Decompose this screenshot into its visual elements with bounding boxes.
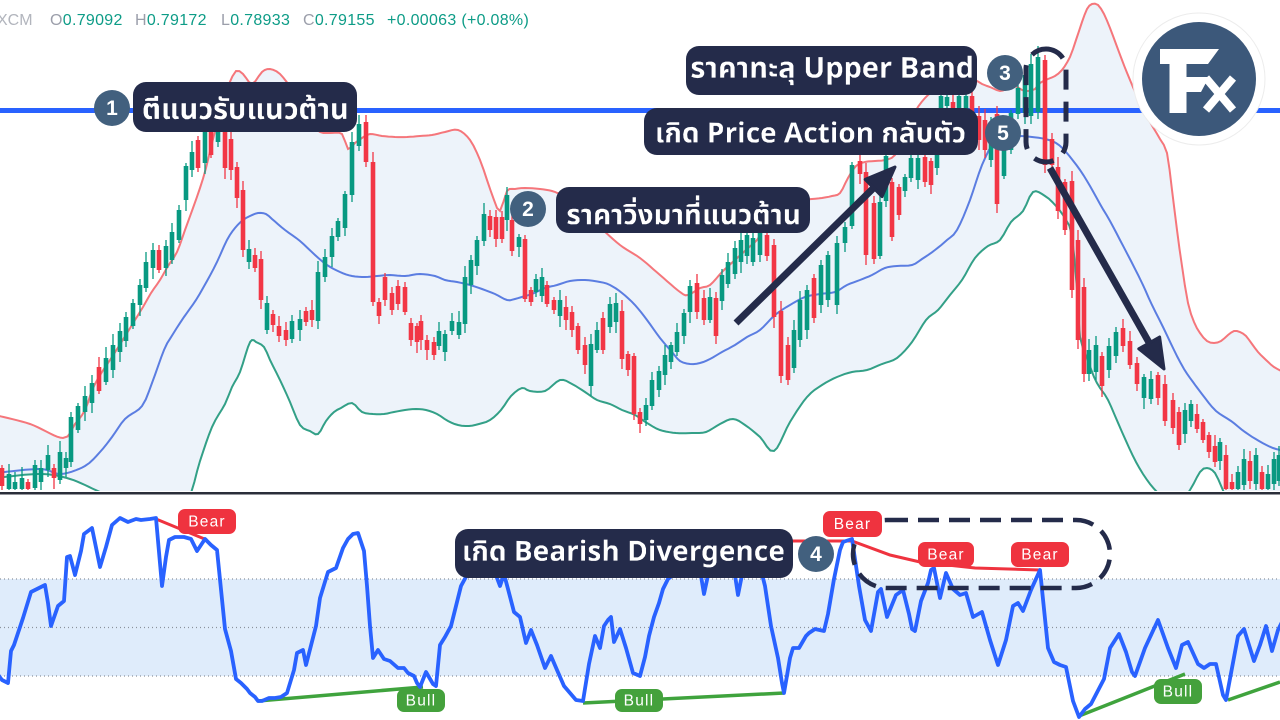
- svg-text:Bull: Bull: [406, 693, 437, 710]
- svg-text:4: 4: [810, 543, 822, 566]
- svg-text:Bear: Bear: [927, 547, 965, 564]
- svg-text:Bear: Bear: [188, 514, 226, 531]
- svg-text:XCM: XCM: [0, 12, 33, 29]
- svg-text:5: 5: [997, 122, 1009, 145]
- svg-text:Bear: Bear: [834, 516, 872, 533]
- svg-text:Bull: Bull: [624, 693, 655, 710]
- svg-text:3: 3: [999, 62, 1011, 85]
- svg-text:1: 1: [106, 97, 118, 120]
- svg-text:2: 2: [522, 198, 534, 221]
- svg-text:Bull: Bull: [1163, 684, 1194, 701]
- svg-text:Bear: Bear: [1021, 547, 1059, 564]
